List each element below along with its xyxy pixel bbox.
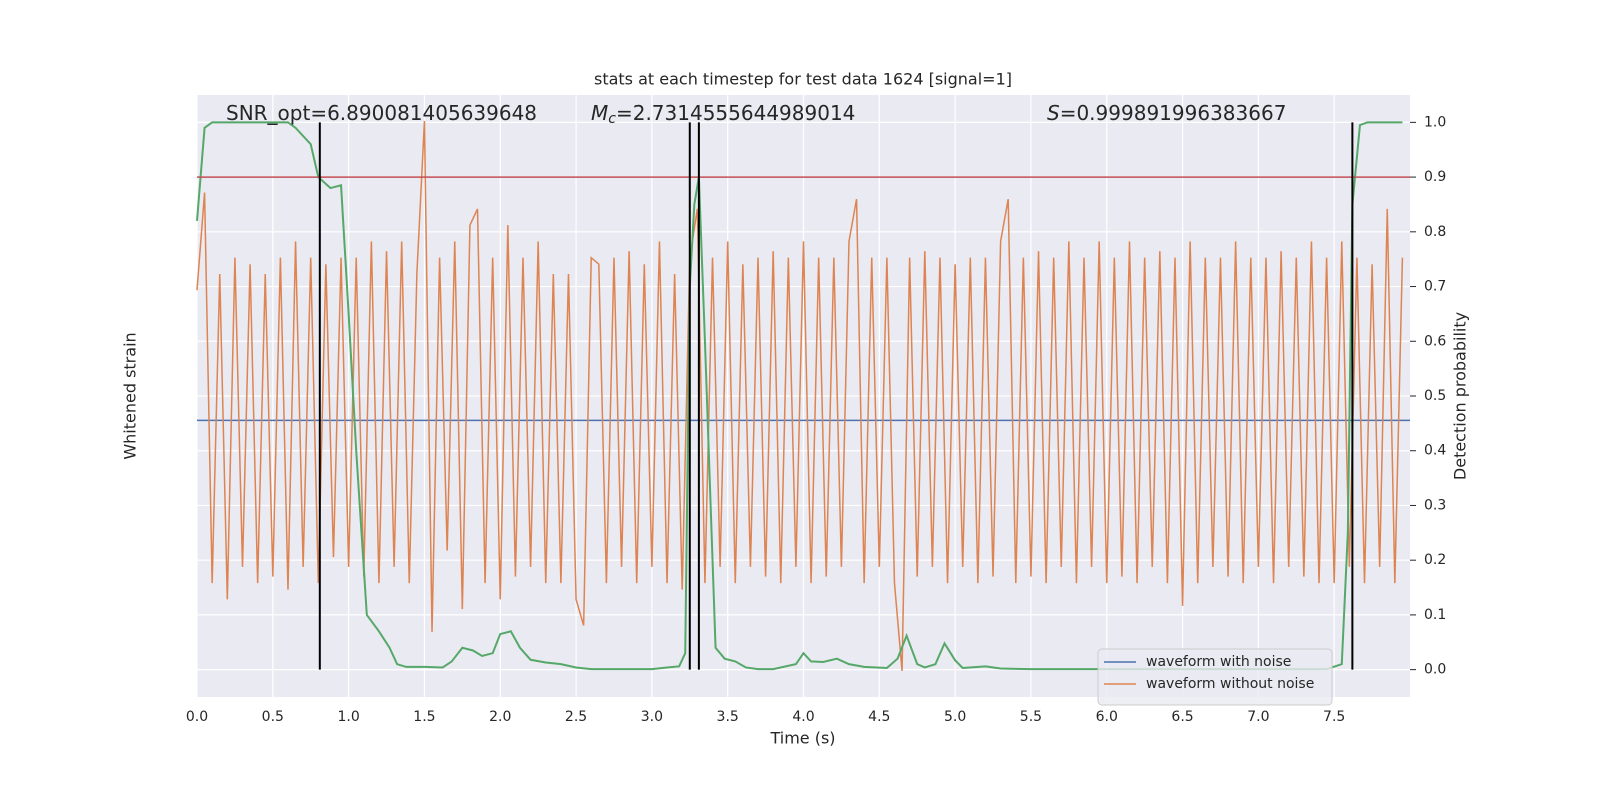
legend-label: waveform without noise: [1146, 676, 1314, 692]
annotations: SNR_opt=6.890081405639648 Mc=2.7314555644…: [226, 101, 1286, 128]
annotation-text: SNR_opt=6.890081405639648: [226, 101, 537, 125]
y2-tick-label: 0.5: [1424, 388, 1446, 404]
y2-tick-label: 0.9: [1424, 169, 1446, 185]
series-line: [196, 120, 1404, 672]
x-tick-label: 1.5: [413, 709, 435, 725]
annotation-text: =2.7314555644989014: [616, 101, 855, 125]
marks: [196, 120, 1410, 672]
annotation-text: =0.999891996383667: [1060, 101, 1287, 125]
y2-tick-label: 0.6: [1424, 333, 1446, 349]
x-tick-label: 5.5: [1020, 709, 1042, 725]
annotation: S=0.999891996383667: [1047, 101, 1286, 125]
chart-title: stats at each timestep for test data 162…: [594, 70, 1012, 89]
y2-tick-label: 0.2: [1424, 552, 1446, 568]
x-tick-label: 2.0: [489, 709, 511, 725]
annotation-symbol: S: [1047, 101, 1060, 125]
legend-box: [1097, 648, 1333, 706]
x-tick-label: 4.5: [868, 709, 890, 725]
y2-tick-label: 0.3: [1424, 497, 1446, 513]
y2-tick-label: 0.1: [1424, 607, 1446, 623]
x-tick-label: 3.0: [641, 709, 663, 725]
y2-tick-label: 0.8: [1424, 224, 1446, 240]
y2-tick-label: 0.0: [1424, 662, 1446, 678]
annotation-symbol: M: [591, 101, 608, 125]
annotation-subscript: c: [608, 111, 616, 127]
x-tick-label: 7.0: [1247, 709, 1269, 725]
y-axis-label: Whitened strain: [121, 332, 140, 459]
annotation: SNR_opt=6.890081405639648: [226, 101, 537, 125]
x-tick-label: 0.0: [186, 709, 208, 725]
y2-tick-label: 0.4: [1424, 443, 1446, 459]
y2-tick-label: 0.7: [1424, 279, 1446, 295]
x-axis-label: Time (s): [769, 729, 835, 748]
legend: waveform with noise waveform without nois…: [1097, 648, 1333, 706]
y2-tick-label: 1.0: [1424, 114, 1446, 130]
x-tick-label: 1.0: [337, 709, 359, 725]
x-tick-label: 7.5: [1323, 709, 1345, 725]
legend-label: waveform with noise: [1146, 654, 1291, 670]
x-tick-label: 5.0: [944, 709, 966, 725]
y2-axis-label: Detection probability: [1451, 312, 1470, 480]
x-tick-label: 4.0: [792, 709, 814, 725]
x-tick-label: 6.0: [1096, 709, 1118, 725]
x-tick-label: 3.5: [717, 709, 739, 725]
x-tick-label: 6.5: [1171, 709, 1193, 725]
annotation: Mc=2.7314555644989014: [591, 101, 855, 128]
x-tick-label: 2.5: [565, 709, 587, 725]
x-tick-label: 0.5: [262, 709, 284, 725]
